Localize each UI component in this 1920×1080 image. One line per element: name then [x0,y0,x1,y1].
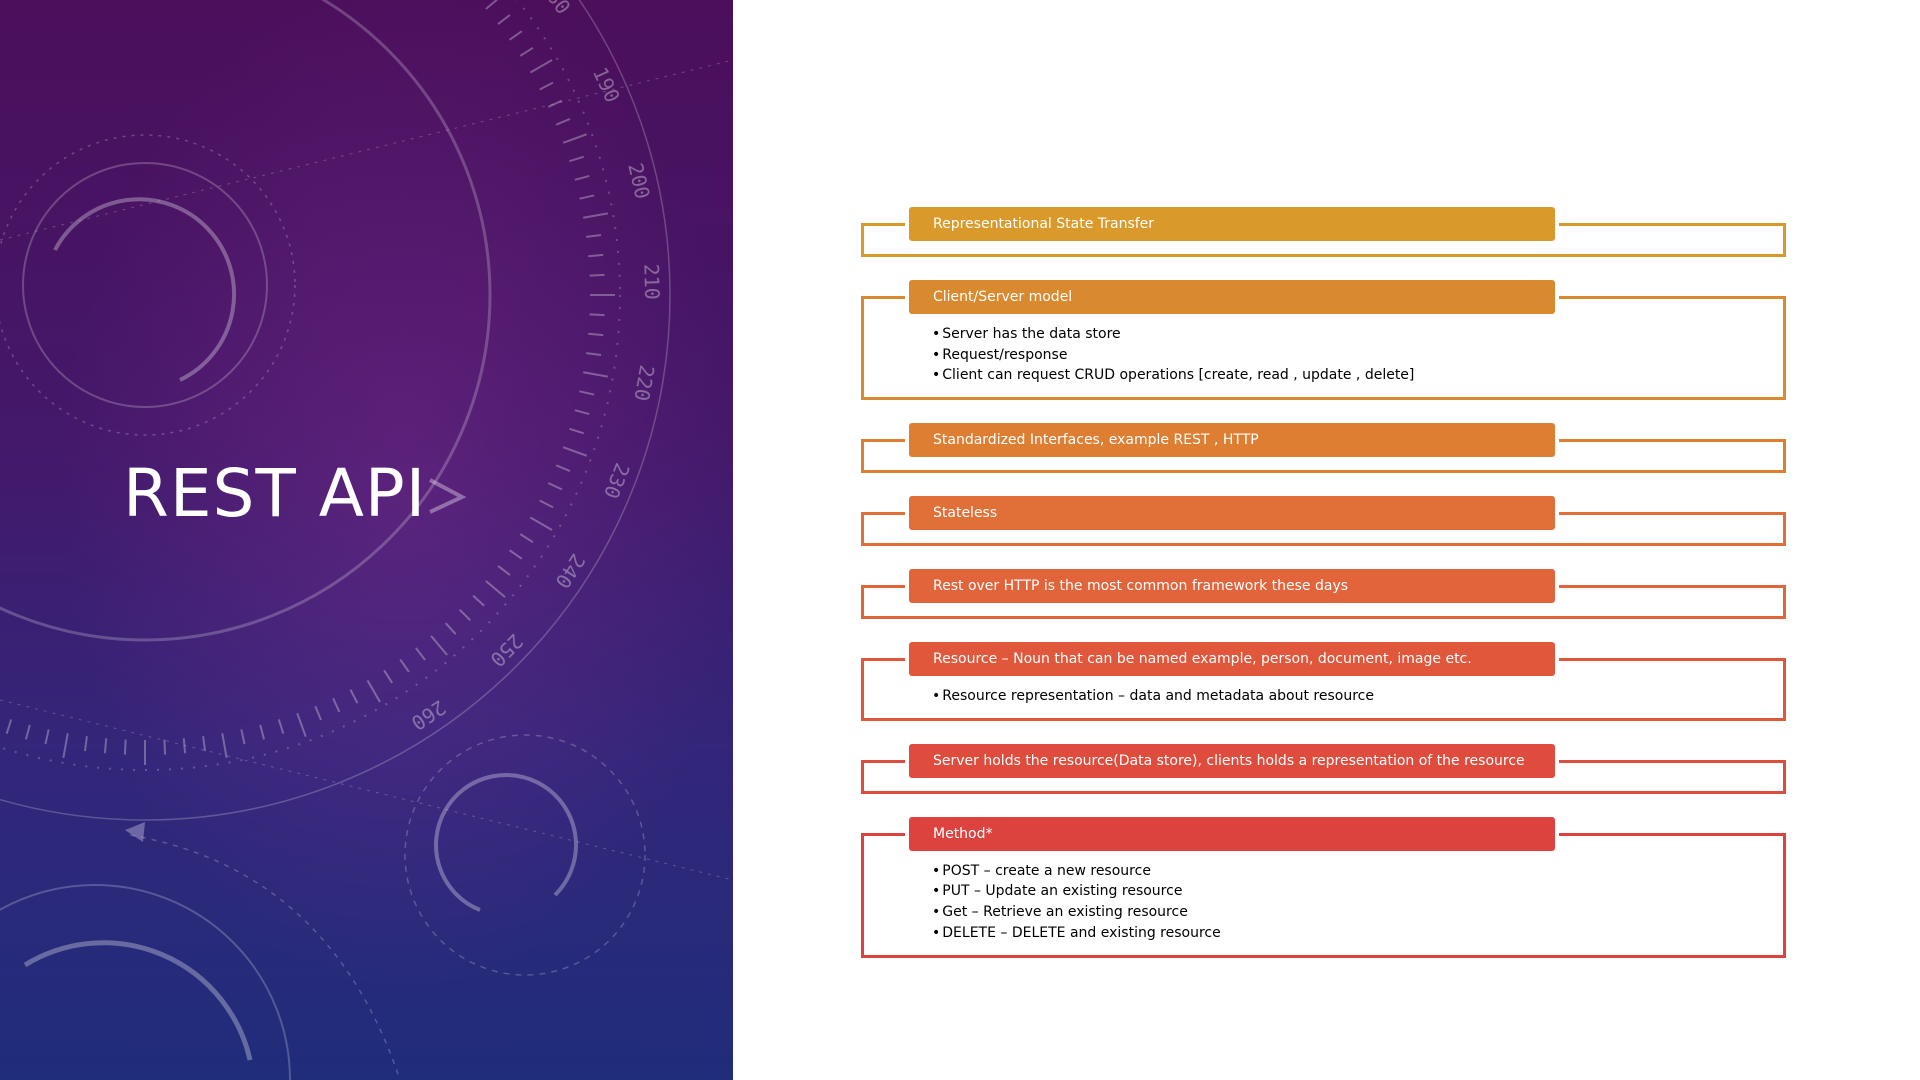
dial-tick [519,46,534,57]
dial-tick [586,352,602,357]
dial-tick [497,14,511,25]
bullet-item: Resource representation – data and metad… [932,686,1374,707]
dial-tick [579,390,595,396]
dial-tick [519,533,534,544]
dial-tick [430,635,448,656]
title-panel: 140150160170180190200210220230240250260 … [0,0,733,1080]
item-heading: Client/Server model [909,280,1555,314]
item-heading: Resource – Noun that can be named exampl… [909,642,1555,677]
dial-tick [574,174,590,181]
dial-tick [569,155,585,163]
item-heading: Rest over HTTP is the most common framew… [909,569,1555,604]
dial-tick [202,736,207,752]
dial-tick [588,253,604,258]
dial-decoration: 140150160170180190200210220230240250260 [0,0,733,1080]
dial-tick [574,409,590,416]
dial-tick [485,0,499,10]
dial-tick [83,736,88,752]
item-bullets: Server has the data storeRequest/respons… [932,324,1414,386]
dial-tick [589,313,605,317]
bullet-item: Request/response [932,345,1414,366]
dial-tick [508,549,523,560]
dial-tick [123,739,127,755]
dial-tick [349,689,359,704]
dial-tick [240,729,246,745]
dial-tick [529,516,553,531]
dial-tick [589,273,605,277]
dial-tick [5,719,13,735]
dial-tick [458,608,471,621]
dial-tick [383,669,394,684]
dial-tick [569,427,585,435]
dial-tick [314,705,322,721]
item-heading: Representational State Transfer [909,207,1555,241]
dial-tick [366,679,381,703]
bullet-item: DELETE – DELETE and existing resource [932,923,1220,944]
dial-tick [259,724,266,740]
item-heading: Method* [909,816,1555,851]
dial-tick [277,719,285,735]
dial-tick [485,580,506,598]
dial-tick [547,99,563,108]
dial-tick [539,499,554,509]
slide-title: REST API [123,455,427,532]
dial-tick [182,738,187,754]
item-bullets: Resource representation – data and metad… [932,686,1374,707]
dial-tick [555,464,571,472]
dial-tick [555,118,571,126]
dial-tick [399,658,410,673]
dial-label: 210 [639,263,664,300]
bullet-item: Server has the data store [932,324,1414,345]
dial-tick [24,724,31,740]
item-heading: Server holds the resource(Data store), c… [909,743,1555,778]
dial-tick [583,371,609,378]
dial-tick [472,594,485,607]
dial-tick [562,133,587,144]
dial-tick [163,739,167,755]
dial-tick [497,565,511,576]
dial-tick [415,647,426,661]
bullet-item: Client can request CRUD operations [crea… [932,365,1414,386]
item-bullets: POST – create a new resourcePUT – Update… [932,861,1221,944]
dial-tick [332,697,341,713]
dial-tick [296,712,307,737]
dial-tick [103,738,108,754]
dial-tick [221,733,228,759]
dial-tick [588,332,604,337]
dial-tick [562,446,587,457]
dial-tick [579,194,595,200]
item-heading: Standardized Interfaces, example REST , … [909,423,1555,458]
dial-tick [62,733,69,759]
bullet-item: PUT – Update an existing resource [932,881,1221,902]
dial-tick [444,622,457,635]
dial-tick [44,729,50,745]
dial-tick [539,81,554,91]
bullet-item: POST – create a new resource [932,861,1221,882]
dial-tick [586,233,602,238]
dial-tick [583,212,609,219]
dial-tick [529,59,553,74]
dial-tick [508,30,523,41]
item-heading: Stateless [909,496,1555,531]
dial-tick [547,482,563,491]
bullet-item: Get – Retrieve an existing resource [932,902,1221,923]
